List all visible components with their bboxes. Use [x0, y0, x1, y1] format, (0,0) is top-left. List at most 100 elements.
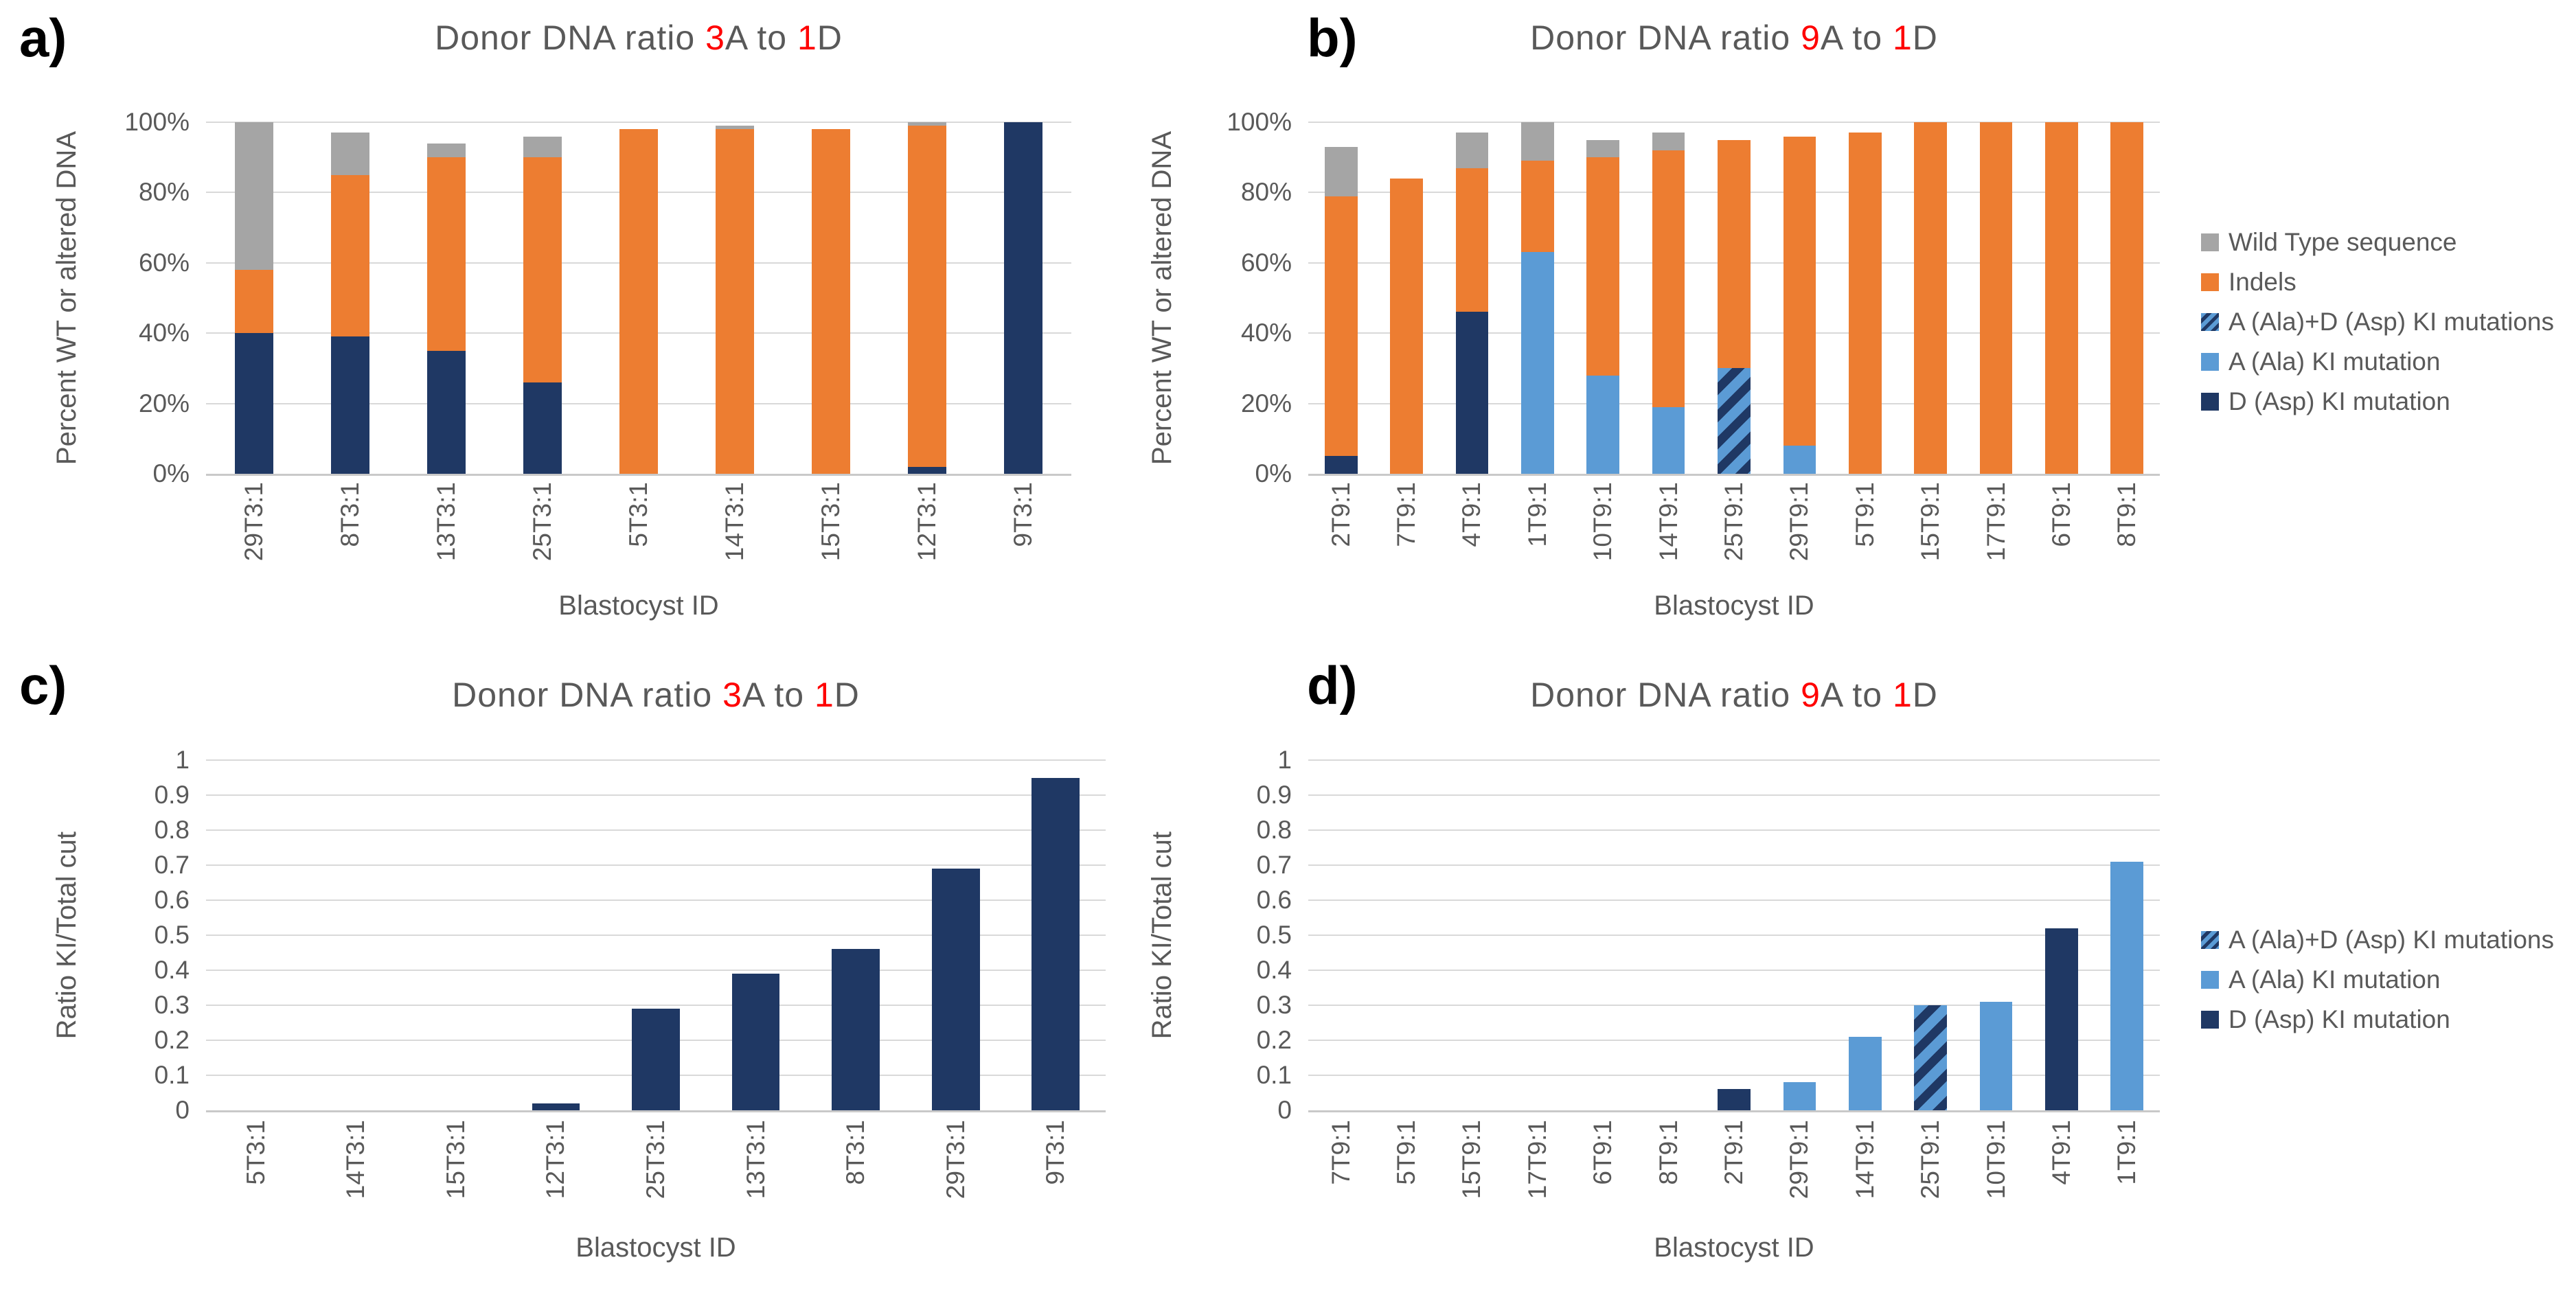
bar-slot: [1963, 122, 2029, 474]
y-axis-ticks: 1 0.9 0.8 0.7 0.6 0.5 0.4 0.3 0.2 0.1 0: [1198, 746, 1301, 1124]
bar-25T9:1: [1718, 122, 1751, 474]
bar-14T9:1: [1652, 122, 1685, 474]
y-tick-label: 80%: [138, 178, 190, 207]
bar-slot: [2095, 122, 2160, 474]
bar-segment-d: [731, 974, 780, 1110]
plot-area: [206, 759, 1106, 1112]
x-tick-text: 1T9:1: [2112, 1120, 2141, 1185]
x-tick-label: 17T9:1: [1505, 1120, 1570, 1230]
y-tick-label: 0.3: [1256, 991, 1292, 1019]
bar-segment-wt: [716, 126, 754, 130]
bar-segment-d: [1003, 122, 1042, 474]
x-tick-label: 15T9:1: [1897, 482, 1963, 585]
x-axis-title: Blastocyst ID: [1654, 1233, 1814, 1263]
bar-segment-indels: [716, 129, 754, 474]
y-tick-label: 0.2: [1256, 1026, 1292, 1054]
x-tick-label: 25T9:1: [1701, 482, 1766, 585]
x-tick-text: 14T3:1: [720, 482, 749, 562]
bar-segment-a: [1586, 375, 1620, 474]
bar-9T3:1: [1003, 122, 1042, 474]
legend-swatch-indels: [2201, 273, 2219, 291]
x-tick-label: 5T9:1: [1374, 1120, 1439, 1230]
y-tick-label: 0.5: [1256, 921, 1292, 949]
y-tick-label: 0.4: [1256, 956, 1292, 984]
x-tick-text: 9T3:1: [1041, 1120, 1070, 1185]
title-text: Donor DNA ratio: [435, 19, 706, 57]
bar-segment-a: [1783, 446, 1816, 474]
x-tick-text: 25T9:1: [1916, 1120, 1945, 1200]
y-axis-title: Percent WT or altered DNA: [51, 130, 82, 466]
y-tick-label: 0: [1277, 1096, 1292, 1124]
bar-segment-indels: [1324, 196, 1358, 457]
y-tick-label: 0.9: [154, 781, 190, 809]
bar-segment-indels: [1586, 157, 1620, 376]
bar-segment-indels: [908, 126, 946, 467]
x-tick-label: 9T3:1: [1005, 1120, 1106, 1230]
x-tick-text: 25T9:1: [1719, 482, 1748, 562]
bar-slot: [206, 760, 306, 1110]
y-tick-label: 60%: [138, 248, 190, 277]
x-tick-label: 13T3:1: [706, 1120, 806, 1230]
bar-29T3:1: [235, 122, 273, 474]
panel-a: a) Donor DNA ratio 3A to 1D Percent WT o…: [0, 0, 1288, 648]
x-tick-text: 29T9:1: [1785, 1120, 1814, 1200]
gridline: [206, 899, 1106, 901]
gridline: [206, 1005, 1106, 1006]
title-text: D: [817, 19, 843, 57]
bar-slot: [1439, 760, 1505, 1110]
x-tick-text: 29T3:1: [239, 482, 268, 562]
bar-2T9:1: [1718, 760, 1751, 1110]
x-tick-text: 29T3:1: [941, 1120, 970, 1200]
y-tick-label: 0%: [152, 459, 190, 488]
chart-title: Donor DNA ratio 3A to 1D: [206, 675, 1106, 715]
bar-slot: [687, 122, 783, 474]
bar-slot: [1832, 122, 1897, 474]
x-tick-text: 2T9:1: [1326, 482, 1355, 547]
bar-8T9:1: [2110, 122, 2144, 474]
x-tick-text: 1T9:1: [1523, 482, 1551, 547]
legend-swatch-a: [2201, 971, 2219, 989]
bar-5T3:1: [232, 760, 280, 1110]
x-tick-text: 14T9:1: [1654, 482, 1683, 562]
bar-slot: [806, 760, 906, 1110]
gridline: [1308, 1005, 2160, 1006]
x-tick-text: 8T3:1: [335, 482, 364, 547]
bar-17T9:1: [1521, 760, 1554, 1110]
bar-segment-wt: [523, 136, 562, 158]
bar-segment-indels: [1718, 139, 1751, 369]
x-tick-label: 29T3:1: [906, 1120, 1006, 1230]
x-tick-text: 8T9:1: [1654, 1120, 1683, 1185]
bar-segment-indels: [812, 129, 850, 474]
y-axis-title: Percent WT or altered DNA: [1146, 130, 1177, 466]
bar-17T9:1: [1979, 122, 2013, 474]
bar-segment-wt: [1324, 146, 1358, 196]
x-tick-label: 6T9:1: [2029, 482, 2094, 585]
x-tick-label: 9T3:1: [975, 482, 1071, 585]
bar-segment-ad: [1718, 368, 1751, 474]
title-text: D: [1912, 19, 1938, 57]
y-axis-ticks: 100% 80% 60% 40% 20% 0%: [103, 108, 199, 488]
bar-segment-indels: [330, 174, 369, 337]
bar-10T9:1: [1586, 122, 1620, 474]
y-tick-label: 40%: [138, 319, 190, 347]
y-tick-label: 40%: [1240, 319, 1292, 347]
bar-slot: [1701, 760, 1766, 1110]
bar-segment-indels: [1652, 150, 1685, 407]
bar-slot: [398, 122, 494, 474]
bar-1T9:1: [1520, 122, 1554, 474]
x-tick-text: 2T9:1: [1719, 1120, 1748, 1185]
y-tick-label: 0.9: [1256, 781, 1292, 809]
bar-15T3:1: [812, 122, 850, 474]
bar-segment-wt: [908, 122, 946, 126]
gridline: [1308, 899, 2160, 901]
legend-label: D (Asp) KI mutation: [2229, 1005, 2450, 1033]
x-tick-label: 5T3:1: [591, 482, 687, 585]
x-tick-label: 14T9:1: [1832, 1120, 1897, 1230]
legend-swatch-d: [2201, 1011, 2219, 1029]
y-tick-label: 0.2: [154, 1026, 190, 1054]
x-tick-text: 15T3:1: [441, 1120, 470, 1200]
title-text: D: [834, 676, 860, 714]
x-tick-text: 7T9:1: [1392, 482, 1421, 547]
bar-segment-a: [1979, 1001, 2013, 1110]
chart-title: Donor DNA ratio 9A to 1D: [1308, 18, 2160, 58]
